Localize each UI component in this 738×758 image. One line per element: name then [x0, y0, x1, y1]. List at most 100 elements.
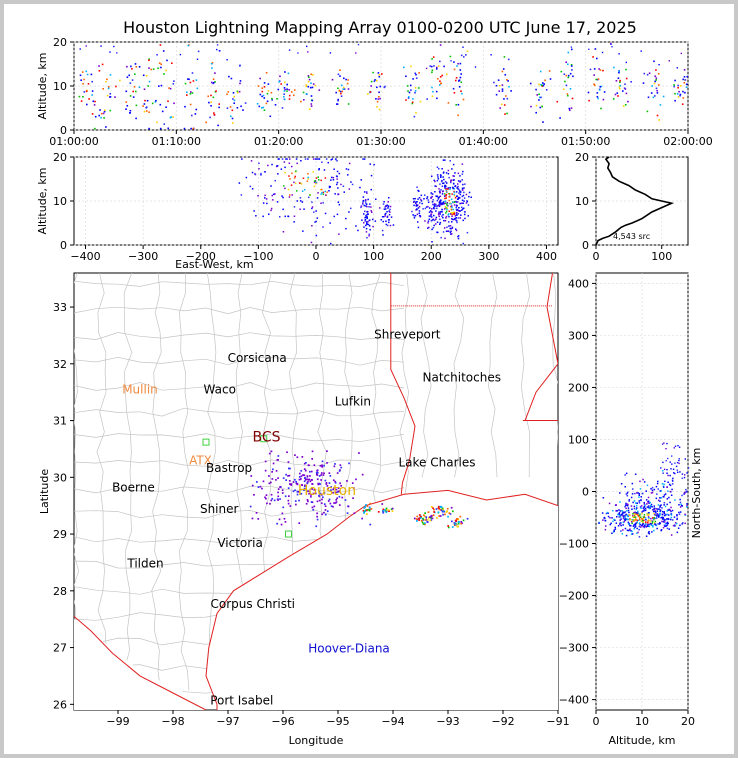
- east-west-point: [451, 186, 454, 189]
- time-altitude-point: [126, 65, 128, 68]
- east-west-point: [464, 213, 466, 216]
- time-altitude-point: [283, 93, 285, 95]
- plan-view-point: [292, 481, 295, 483]
- east-west-point: [296, 162, 298, 165]
- east-west-point: [274, 179, 276, 182]
- plan-view-point: [277, 455, 280, 457]
- north-south-point: [617, 513, 619, 516]
- north-south-point: [626, 510, 628, 512]
- time-altitude-point: [407, 97, 410, 99]
- north-south-point: [598, 522, 600, 524]
- time-altitude-point: [599, 86, 602, 88]
- east-west-point: [459, 210, 461, 212]
- plan-view-point: [283, 517, 286, 520]
- north-south-point: [679, 498, 681, 501]
- east-west-point: [429, 215, 432, 218]
- east-west-point: [291, 194, 293, 196]
- plan-view-point: [370, 508, 373, 510]
- north-south-point: [625, 502, 627, 505]
- plan-view-point: [458, 521, 460, 523]
- east-west-point: [293, 177, 296, 179]
- plan-view-point: [461, 522, 463, 525]
- time-altitude-point: [535, 104, 538, 107]
- plan-view-point: [346, 512, 349, 514]
- east-west-point: [374, 220, 377, 222]
- time-altitude-point: [357, 43, 360, 46]
- plan-view-point: [452, 510, 454, 513]
- north-south-point: [651, 522, 654, 524]
- time-altitude-point: [618, 86, 621, 88]
- time-altitude-point: [306, 45, 308, 48]
- time-altitude-point: [166, 59, 168, 62]
- east-west-point: [417, 189, 419, 192]
- east-west-point: [312, 158, 315, 160]
- time-altitude-point: [261, 95, 263, 98]
- histogram-annotation: 4,543 src: [613, 232, 650, 241]
- north-south-point: [651, 517, 654, 519]
- time-altitude-point: [310, 73, 312, 76]
- time-altitude-point: [194, 113, 197, 115]
- north-south-point: [681, 523, 683, 525]
- east-west-point: [415, 201, 417, 203]
- east-west-point: [463, 207, 465, 209]
- east-west-point: [450, 213, 452, 215]
- plan-view-point: [289, 467, 291, 470]
- time-altitude-point: [271, 97, 273, 100]
- east-west-point: [287, 188, 290, 191]
- north-south-point: [667, 509, 669, 511]
- east-west-point: [450, 203, 452, 205]
- time-altitude-point: [541, 84, 543, 87]
- time-altitude-point: [593, 84, 596, 87]
- east-west-point: [366, 205, 368, 208]
- time-altitude-point: [431, 71, 433, 74]
- north-south-point: [650, 488, 652, 490]
- north-south-point: [623, 512, 625, 514]
- north-south-point: [671, 483, 674, 485]
- histogram-xtick-label: 100: [651, 250, 672, 263]
- time-altitude-point: [300, 100, 302, 103]
- north-south-point: [638, 536, 641, 538]
- plan-view-point: [259, 485, 262, 488]
- plan-view-point: [382, 508, 385, 511]
- east-west-point: [470, 196, 472, 198]
- plan-view-point: [284, 521, 287, 523]
- east-west-point: [462, 170, 464, 173]
- plan-view-point: [310, 501, 313, 503]
- east-west-point: [366, 216, 368, 218]
- time-altitude-point: [307, 85, 310, 88]
- east-west-point: [459, 202, 461, 205]
- time-altitude-point: [160, 63, 162, 66]
- time-altitude-point: [308, 78, 311, 81]
- time-altitude-point: [151, 102, 154, 105]
- east-west-point: [433, 224, 435, 227]
- east-west-point: [457, 213, 460, 215]
- time-altitude-point: [411, 101, 414, 104]
- east-west-point: [433, 206, 435, 209]
- plan-view-point: [303, 489, 305, 491]
- time-altitude-point: [191, 92, 194, 94]
- east-west-point: [387, 205, 390, 208]
- north-south-point: [660, 529, 662, 532]
- plan-view-point: [422, 523, 425, 525]
- time-altitude-point: [128, 74, 130, 77]
- time-altitude-point: [543, 83, 545, 85]
- time-altitude-point: [453, 61, 455, 63]
- time-altitude-point: [618, 71, 620, 74]
- east-west-point: [327, 161, 329, 164]
- time-altitude-point: [678, 90, 680, 93]
- east-west-point: [416, 208, 418, 210]
- north-south-point: [659, 500, 661, 502]
- east-west-point: [442, 172, 445, 174]
- time-altitude-point: [293, 94, 295, 97]
- time-altitude-point: [465, 54, 467, 56]
- east-west-point: [337, 187, 339, 189]
- time-altitude-point: [343, 88, 346, 90]
- time-altitude-point: [507, 58, 510, 61]
- east-west-point: [446, 182, 448, 184]
- east-west-point: [443, 227, 446, 229]
- north-south-point: [668, 496, 670, 499]
- east-west-point: [418, 197, 421, 199]
- time-altitude-point: [115, 85, 117, 88]
- plan-view-point: [385, 507, 388, 510]
- plan-view-point: [332, 479, 335, 482]
